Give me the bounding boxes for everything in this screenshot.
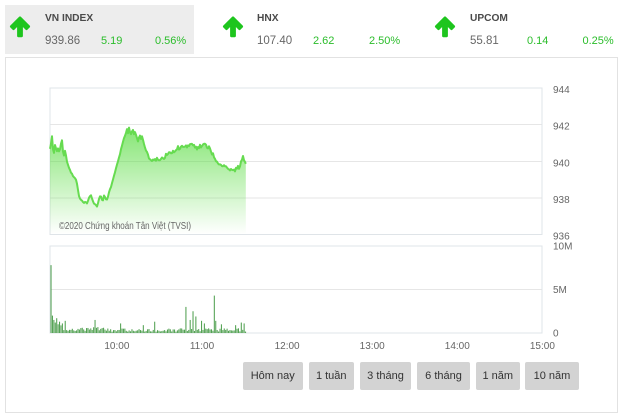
svg-text:13:00: 13:00 [360, 341, 385, 352]
svg-text:942: 942 [553, 122, 570, 133]
svg-text:0: 0 [553, 329, 559, 340]
svg-text:938: 938 [553, 195, 570, 206]
svg-text:14:00: 14:00 [445, 341, 470, 352]
svg-text:12:00: 12:00 [275, 341, 300, 352]
svg-text:15:00: 15:00 [530, 341, 555, 352]
svg-text:10M: 10M [553, 242, 572, 253]
svg-text:936: 936 [553, 232, 570, 243]
svg-text:5M: 5M [553, 285, 567, 296]
svg-text:11:00: 11:00 [190, 341, 215, 352]
svg-text:940: 940 [553, 158, 570, 169]
svg-text:944: 944 [553, 85, 570, 96]
svg-text:©2020 Chứng khoán Tân Việt (TV: ©2020 Chứng khoán Tân Việt (TVSI) [59, 221, 191, 232]
svg-text:10:00: 10:00 [104, 341, 129, 352]
